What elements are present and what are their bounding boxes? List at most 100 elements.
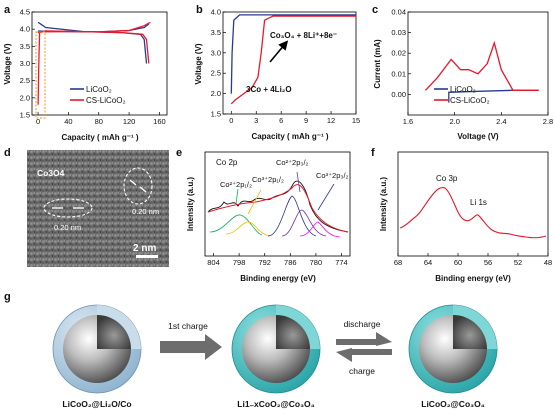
sphere-label-1: LiCoO₂@Li₂O/Co	[62, 399, 131, 409]
f-xtick-label: 60	[454, 258, 462, 267]
c-series-1-points	[425, 40, 539, 91]
b-series-0-points	[230, 14, 356, 94]
highlight-box	[35, 31, 46, 119]
e-xtick-label: 804	[207, 258, 220, 267]
c-xtick-label: 2.8	[543, 117, 553, 126]
f-xtick-label: 56	[484, 258, 492, 267]
reaction-arrow	[269, 40, 289, 63]
b-series-1-points	[230, 15, 356, 105]
ylabel-c: Current (mA)	[373, 39, 382, 89]
e-xtick-label: 780	[310, 258, 323, 267]
a-ytick-label: 3.5	[20, 42, 30, 51]
legend-cs-a: CS-LiCoO₂	[86, 96, 126, 105]
xlabel-f: Binding energy (eV)	[435, 274, 511, 283]
sphere-licoo2-li2o-co	[52, 304, 142, 394]
spacing-label-2: 0.20 nm	[132, 207, 159, 216]
panel-label-b: b	[196, 4, 203, 16]
a-xtick-label: 160	[153, 117, 166, 126]
c-ytick-label: 0.01	[391, 69, 406, 78]
a-xtick-label: 120	[123, 117, 136, 126]
xlabel-a: Capacity ( mAh g⁻¹ )	[61, 133, 138, 142]
peak-label-2: Co³⁺2p₁/₂	[252, 175, 284, 184]
lattice-ellipse-1	[43, 198, 93, 218]
panel-g: g LiCoO₂@Li₂O/Co 1st charge Li1₋xCoO₂@Co…	[4, 291, 498, 409]
axes-b	[222, 11, 357, 115]
ylabel-a: Voltage (V)	[3, 43, 12, 85]
b-ytick-label: 1.5	[211, 110, 221, 119]
a-xtick-label: 80	[95, 117, 103, 126]
spacing-label-1: 0.20 nm	[54, 223, 81, 232]
b-xtick-label: 6	[279, 116, 283, 125]
legend-licoo2-a: LiCoO₂	[86, 85, 112, 94]
lines-b	[230, 14, 356, 105]
a-xtick-label: 0	[36, 117, 40, 126]
legend-cs-c: CS-LiCoO₂	[450, 96, 490, 105]
panel-label-f: f	[371, 147, 375, 159]
ylabel-f: Intensity (a.u.)	[379, 177, 388, 232]
step-first-charge: 1st charge	[168, 321, 208, 331]
e-xtick-label: 798	[233, 258, 246, 267]
c-ytick-label: 0.00	[391, 90, 406, 99]
peak-label-co3p: Co 3p	[436, 174, 458, 183]
xps-title-e: Co 2p	[216, 158, 238, 167]
xps-curve-f	[399, 186, 547, 239]
axes-f	[397, 151, 549, 257]
axes-e	[204, 151, 351, 257]
c-xtick-label: 2.0	[449, 117, 459, 126]
arrow-first-charge	[160, 334, 222, 360]
peak-label-1: Co²⁺2p₁/₂	[220, 180, 252, 189]
scale-bar	[136, 255, 158, 258]
panel-label-g: g	[4, 291, 11, 303]
c-ytick-label: 0.02	[391, 49, 406, 58]
ylabel-e: Intensity (a.u.)	[186, 177, 195, 232]
panel-b: b 0 3 6 9 12 15 1.5 2.0 2.5 3.0 3.5 4.0 Co₃O₄ + 8Li…	[194, 4, 360, 141]
step-discharge: discharge	[344, 319, 381, 329]
f-xtick-label: 52	[514, 258, 522, 267]
annotation-reactant: Co₃O₄ + 8Li⁺+8e⁻	[270, 31, 337, 40]
e-xtick-label: 774	[335, 258, 348, 267]
panel-label-a: a	[4, 4, 11, 16]
ticks-f: 68 64 60 56 52 48	[394, 253, 552, 267]
lines-a	[37, 21, 151, 105]
a-series-0-discharge	[37, 21, 148, 64]
arrow-charge	[336, 348, 392, 362]
arrow-discharge	[336, 332, 392, 346]
sphere-licoo2-co3o4	[408, 304, 498, 394]
legend-licoo2-c: LiCoO₂	[450, 85, 476, 94]
c-xtick-label: 1.6	[403, 117, 413, 126]
peak-label-li1s: Li 1s	[470, 198, 487, 207]
b-xtick-label: 15	[352, 116, 360, 125]
xps-envelope-e	[207, 184, 349, 233]
panel-f: f 68 64 60 56 52 48 Co 3p Li 1s Binding energ…	[371, 147, 552, 283]
sphere-li1-xcoo2-co3o4	[231, 304, 321, 394]
a-ytick-label: 4.5	[20, 8, 30, 17]
e-xtick-label: 786	[284, 258, 297, 267]
xlabel-c: Voltage (V)	[457, 132, 499, 141]
ylabel-b: Voltage (V)	[194, 43, 203, 85]
peak-label-3: Co²⁺2p₃/₂	[276, 158, 309, 167]
a-xtick-label: 40	[64, 117, 72, 126]
b-ytick-label: 4.0	[211, 8, 221, 17]
a-ytick-label: 4.0	[20, 25, 30, 34]
lattice-ellipse-2	[123, 167, 153, 205]
b-ytick-label: 2.5	[211, 69, 221, 78]
xlabel-e: Binding energy (eV)	[240, 274, 316, 283]
b-xtick-label: 0	[229, 116, 233, 125]
b-xtick-label: 9	[304, 116, 308, 125]
sphere-label-3: LiCoO₂@Co₃O₄	[421, 399, 484, 409]
panel-label-c: c	[372, 4, 378, 16]
b-xtick-label: 12	[327, 116, 335, 125]
tem-image	[27, 150, 169, 267]
ticks-b: 0 3 6 9 12 15 1.5 2.0 2.5 3.0 3.5 4.0	[211, 8, 361, 126]
panel-c: c 1.6 2.0 2.4 2.8 0.00 0.01 0.02 0.03 0.04 Volta…	[372, 4, 553, 141]
a-ytick-label: 3.0	[20, 59, 30, 68]
c-ytick-label: 0.03	[391, 28, 406, 37]
sphere-label-2: Li1₋xCoO₂@Co₃O₄	[237, 399, 314, 409]
scale-bar-label: 2 nm	[133, 243, 156, 254]
ticks-c: 1.6 2.0 2.4 2.8 0.00 0.01 0.02 0.03 0.04	[391, 8, 553, 127]
a-ytick-label: 1.5	[20, 111, 30, 120]
b-ytick-label: 3.5	[211, 28, 221, 37]
e-xtick-label: 792	[258, 258, 271, 267]
ticks-a: 0 40 80 120 160 1.5 2.0 2.5 3.0 3.5 4.0 4.5	[20, 8, 166, 127]
panel-a: a 0 40 80 120 160 1.5 2.0 2.5 3.0 3.5 4.0 4.5 Capac…	[3, 4, 168, 142]
